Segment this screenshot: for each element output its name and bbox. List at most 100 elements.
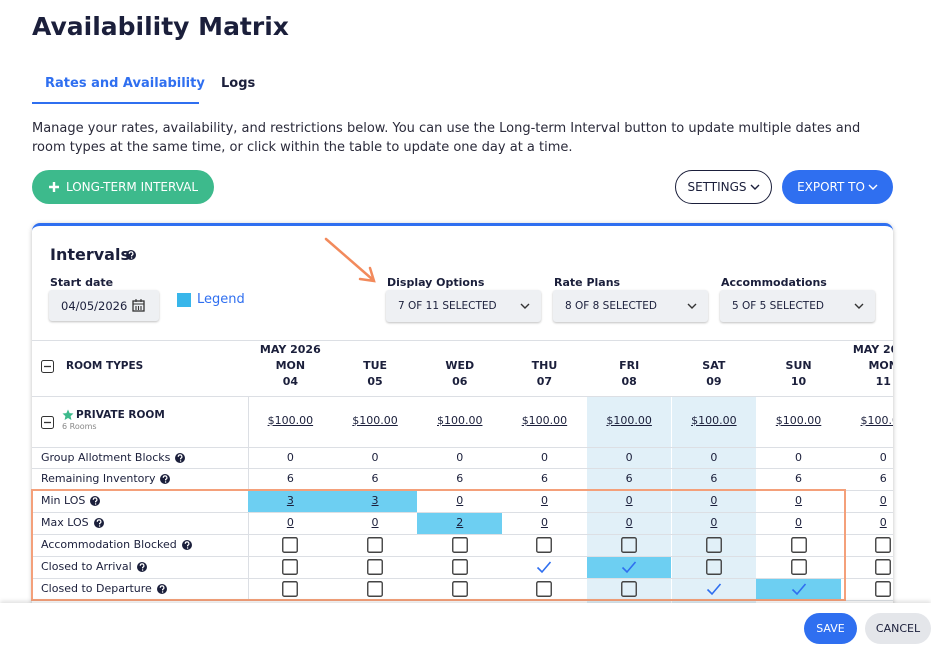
row-divider [32, 512, 893, 513]
filter-dropdown[interactable]: 7 OF 11 SELECTED [386, 290, 541, 322]
help-icon [126, 250, 136, 260]
filter-value: 7 OF 11 SELECTED [398, 300, 497, 312]
checkbox[interactable] [367, 559, 383, 575]
page-title: Availability Matrix [32, 12, 289, 41]
cell-value[interactable]: 0 [879, 494, 887, 507]
cell-value[interactable]: 0 [456, 494, 464, 507]
cell-value[interactable]: 0 [286, 516, 294, 529]
checkbox[interactable] [790, 537, 807, 553]
checkmark[interactable] [621, 559, 637, 575]
cell-highlight [332, 491, 418, 512]
filter-dropdown[interactable]: 5 OF 5 SELECTED [720, 290, 875, 322]
checkbox[interactable] [621, 537, 638, 553]
help-icon [160, 474, 171, 484]
checkbox[interactable] [875, 537, 892, 553]
cell-value: 0 [286, 450, 294, 464]
cell-value[interactable]: 3 [286, 494, 294, 507]
cell-highlight [756, 579, 841, 600]
room-price[interactable]: $100.00 [437, 414, 483, 427]
help-icon [93, 518, 104, 528]
checkbox[interactable] [282, 537, 299, 553]
collapse-icon [41, 360, 54, 373]
cell-value[interactable]: 0 [710, 516, 718, 529]
date-value: 04/05/2026 [61, 298, 128, 313]
cell-value: 0 [456, 450, 464, 464]
room-price[interactable]: $100.00 [775, 414, 822, 427]
checkbox[interactable] [282, 559, 299, 575]
room-price[interactable]: $100.00 [691, 414, 737, 427]
cell-value[interactable]: 0 [625, 494, 633, 507]
checkmark[interactable] [791, 581, 807, 597]
cell-value[interactable]: 0 [879, 516, 887, 529]
column-day: 05 [367, 375, 383, 388]
save-button[interactable]: SAVE [804, 613, 857, 644]
cell-value[interactable]: 0 [795, 516, 803, 529]
cell-value[interactable]: 3 [371, 494, 379, 507]
room-price[interactable]: $100.00 [352, 414, 398, 427]
checkbox[interactable] [451, 537, 468, 553]
settings-button[interactable]: SETTINGS [675, 170, 772, 204]
cell-value[interactable]: 2 [456, 516, 464, 529]
export-button[interactable]: EXPORT TO [782, 170, 893, 204]
room-price[interactable]: $100.00 [860, 414, 894, 427]
checkbox[interactable] [282, 581, 299, 597]
cell-value[interactable]: 0 [371, 516, 379, 529]
row-divider [32, 468, 893, 469]
column-weekday: MON [868, 359, 893, 372]
cell-value[interactable]: 0 [710, 494, 718, 507]
tab[interactable]: Rates and Availability [45, 76, 205, 91]
chevron [687, 303, 697, 309]
column-weekday: SUN [785, 359, 812, 372]
column-weekday: SAT [702, 359, 726, 372]
cell-value[interactable]: 0 [540, 494, 548, 507]
checkbox[interactable] [875, 559, 892, 575]
cell-value[interactable]: 0 [540, 516, 548, 529]
checkbox[interactable] [790, 559, 807, 575]
table: ROOM TYPES MAY 2026 MON 04 TUE 05 WED 06 THU 07 FR… [32, 340, 894, 603]
checkbox[interactable] [705, 559, 722, 575]
tab[interactable]: Logs [221, 76, 256, 91]
checkmark[interactable] [536, 559, 552, 575]
checkbox[interactable] [536, 581, 553, 597]
cell-value: 6 [456, 472, 464, 485]
chevron [854, 303, 864, 309]
row-label: Closed to Departure [41, 582, 152, 595]
legend-link[interactable]: Legend [197, 292, 245, 307]
long-term-interval-button[interactable]: LONG-TERM INTERVAL [32, 170, 214, 204]
column-month: MAY 2026 [259, 343, 321, 356]
checkbox[interactable] [536, 537, 553, 553]
checkbox[interactable] [621, 581, 638, 597]
cell-value: 6 [710, 472, 718, 485]
cell-highlight [248, 491, 333, 512]
cell-value: 0 [710, 450, 718, 464]
checkbox[interactable] [451, 581, 468, 597]
help-icon [136, 562, 147, 572]
cell-value: 6 [625, 472, 633, 485]
row-divider [32, 447, 893, 448]
checkbox[interactable] [367, 537, 383, 553]
filter-dropdown[interactable]: 8 OF 8 SELECTED [553, 290, 708, 322]
room-price[interactable]: $100.00 [606, 414, 652, 427]
room-name: PRIVATE ROOM [76, 409, 165, 421]
checkbox[interactable] [705, 537, 722, 553]
checkmark[interactable] [706, 581, 722, 597]
column-weekday: THU [531, 359, 558, 372]
room-price[interactable]: $100.00 [267, 414, 314, 427]
filter-value: 8 OF 8 SELECTED [565, 300, 657, 312]
column-weekday: MON [275, 359, 306, 372]
filter-label: Rate Plans [554, 276, 621, 289]
column-weekday: TUE [363, 359, 388, 372]
room-price[interactable]: $100.00 [521, 414, 568, 427]
column-day: 07 [536, 375, 553, 388]
cell-value[interactable]: 0 [795, 494, 803, 507]
cell-value: 0 [371, 450, 379, 464]
checkbox[interactable] [451, 559, 468, 575]
cell-value[interactable]: 0 [625, 516, 633, 529]
start-date-input[interactable]: 04/05/2026 [49, 290, 159, 321]
cancel-button[interactable]: CANCEL [865, 613, 931, 644]
checkbox[interactable] [875, 581, 892, 597]
column-weekday: FRI [619, 359, 640, 372]
start-date-label: Start date [50, 276, 114, 289]
checkbox[interactable] [367, 581, 383, 597]
row-divider [32, 534, 893, 535]
